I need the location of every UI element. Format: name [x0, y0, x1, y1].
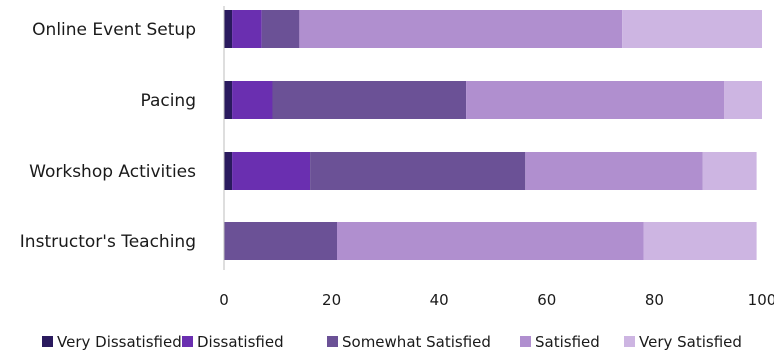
- x-tick-label: 80: [645, 291, 664, 309]
- category-label: Online Event Setup: [32, 20, 196, 40]
- category-label: Instructor's Teaching: [20, 232, 196, 252]
- x-tick-label: 40: [430, 291, 449, 309]
- x-tick-label: 20: [322, 291, 341, 309]
- bar-segment: [232, 10, 262, 48]
- bar-segment: [622, 10, 762, 48]
- bar-segment: [525, 152, 703, 190]
- legend-label: Very Satisfied: [639, 333, 742, 351]
- bar-segment: [224, 81, 233, 119]
- legend-swatch: [520, 336, 531, 347]
- bar-segment: [232, 152, 311, 190]
- legend-label: Dissatisfied: [197, 333, 284, 351]
- legend-label: Very Dissatisfied: [57, 333, 182, 351]
- legend-swatch: [42, 336, 53, 347]
- bar-segment: [702, 152, 757, 190]
- category-label: Workshop Activities: [29, 162, 196, 182]
- legend-swatch: [182, 336, 193, 347]
- category-label: Pacing: [140, 91, 196, 111]
- bar-segment: [724, 81, 762, 119]
- bar-segment: [310, 152, 526, 190]
- legend-swatch: [327, 336, 338, 347]
- legend-swatch: [624, 336, 635, 347]
- bar-segment: [224, 152, 233, 190]
- x-tick-label: 0: [219, 291, 229, 309]
- bar-segment: [272, 81, 467, 119]
- bar-segment: [643, 222, 757, 260]
- bar-layer: [224, 10, 762, 260]
- category-labels: Online Event Setup Pacing Workshop Activit…: [20, 20, 196, 252]
- bar-segment: [299, 10, 623, 48]
- bar-segment: [337, 222, 644, 260]
- legend-label: Somewhat Satisfied: [342, 333, 491, 351]
- x-tick-label: 60: [537, 291, 556, 309]
- x-tick-label: 100: [748, 291, 774, 309]
- bar-segment: [224, 222, 337, 260]
- legend-label: Satisfied: [535, 333, 600, 351]
- bar-segment: [261, 10, 300, 48]
- bar-segment: [232, 81, 273, 119]
- legend: Very Dissatisfied Dissatisfied Somewhat Sa…: [42, 333, 742, 351]
- bar-segment: [466, 81, 725, 119]
- bar-segment: [224, 10, 233, 48]
- x-axis-ticks: 0 20 40 60 80 100: [219, 291, 774, 309]
